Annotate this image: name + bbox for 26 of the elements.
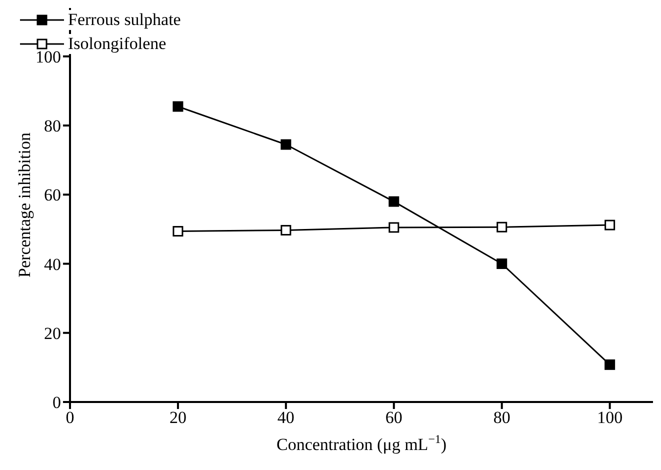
point <box>604 359 616 370</box>
x-tick-label: 20 <box>169 408 186 428</box>
point <box>388 222 400 233</box>
x-tick-label: 0 <box>66 408 74 428</box>
y-tick-label: 100 <box>36 47 61 66</box>
x-tick-label: 60 <box>385 408 402 428</box>
x-tick-label: 100 <box>597 408 623 428</box>
point <box>172 226 184 237</box>
x-axis-title: Concentration (μg mL$^{−1}$) <box>276 432 447 454</box>
y-tick-label: 0 <box>52 393 61 412</box>
y-axis-title: Percentage inhibition <box>15 132 34 278</box>
point <box>280 224 292 236</box>
x-tick-label: 80 <box>493 408 510 428</box>
point <box>172 101 184 112</box>
point <box>280 139 292 150</box>
legend-label: Ferrous sulphate <box>68 10 181 30</box>
point <box>604 220 616 230</box>
point <box>388 196 400 207</box>
y-tick-label: 60 <box>44 186 61 205</box>
y-tick-label: 80 <box>44 116 61 136</box>
legend-label: Isolongifolene <box>68 34 166 54</box>
point <box>496 222 508 232</box>
y-tick-label: 40 <box>44 254 61 274</box>
y-tick-label: 20 <box>44 324 61 343</box>
point <box>496 258 508 270</box>
x-tick-label: 40 <box>277 408 294 428</box>
